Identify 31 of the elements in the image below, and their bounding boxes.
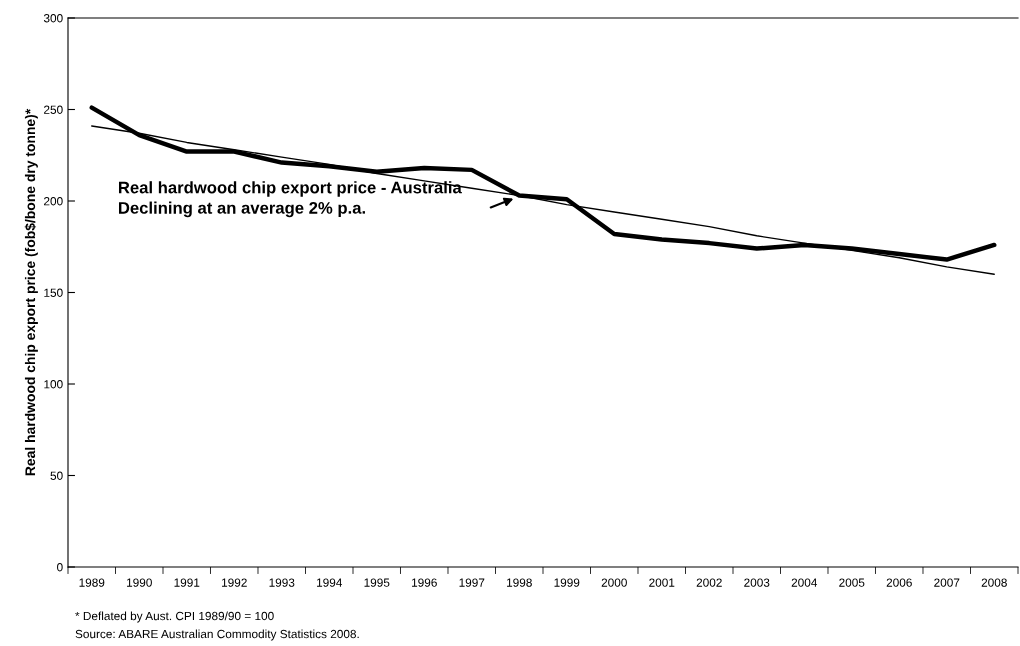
x-tick-label: 1998 (507, 578, 532, 587)
source-note: Source: ABARE Australian Commodity Statistics 2008. (75, 629, 359, 641)
x-tick-label: 1990 (127, 578, 152, 587)
x-tick-label: 1996 (412, 578, 437, 587)
y-tick-label: 300 (43, 14, 63, 23)
x-tick-label: 2008 (981, 578, 1007, 587)
x-tick-label: 1991 (174, 578, 200, 587)
x-tick-label: 2006 (886, 578, 912, 587)
x-tick-label: 2004 (791, 578, 818, 587)
y-tick-label: 200 (44, 197, 63, 206)
y-tick-label: 250 (44, 105, 63, 114)
y-tick-label: 100 (44, 380, 63, 389)
annotation: Real hardwood chip export price - Australia Declining at an average 2% p.a. (118, 181, 462, 218)
y-tick-label: 150 (44, 288, 63, 297)
x-tick-label: 1997 (459, 578, 485, 587)
x-tick-label: 1994 (317, 578, 343, 587)
x-tick-label: 2000 (601, 578, 627, 587)
y-axis-title: Real hardwood chip export price (fob$/bone dry tonne)* (24, 108, 38, 476)
x-tick-label: 1989 (79, 578, 105, 587)
x-tick-label: 1999 (554, 578, 580, 587)
x-tick-label: 1992 (222, 578, 247, 587)
y-tick-label: 0 (57, 563, 63, 572)
text: * Deflated by Aust. CPI 1989/90 = 100 (75, 611, 274, 623)
x-tick-label: 1993 (269, 578, 295, 587)
x-tick-label: 2001 (649, 578, 675, 587)
x-tick-label: 2002 (696, 578, 722, 587)
x-tick-label: 2003 (744, 578, 770, 587)
x-tick-label: 1995 (364, 578, 390, 587)
y-tick-label: 50 (50, 471, 63, 480)
x-tick-label: 2005 (839, 578, 865, 587)
x-tick-label: 2007 (934, 578, 960, 587)
